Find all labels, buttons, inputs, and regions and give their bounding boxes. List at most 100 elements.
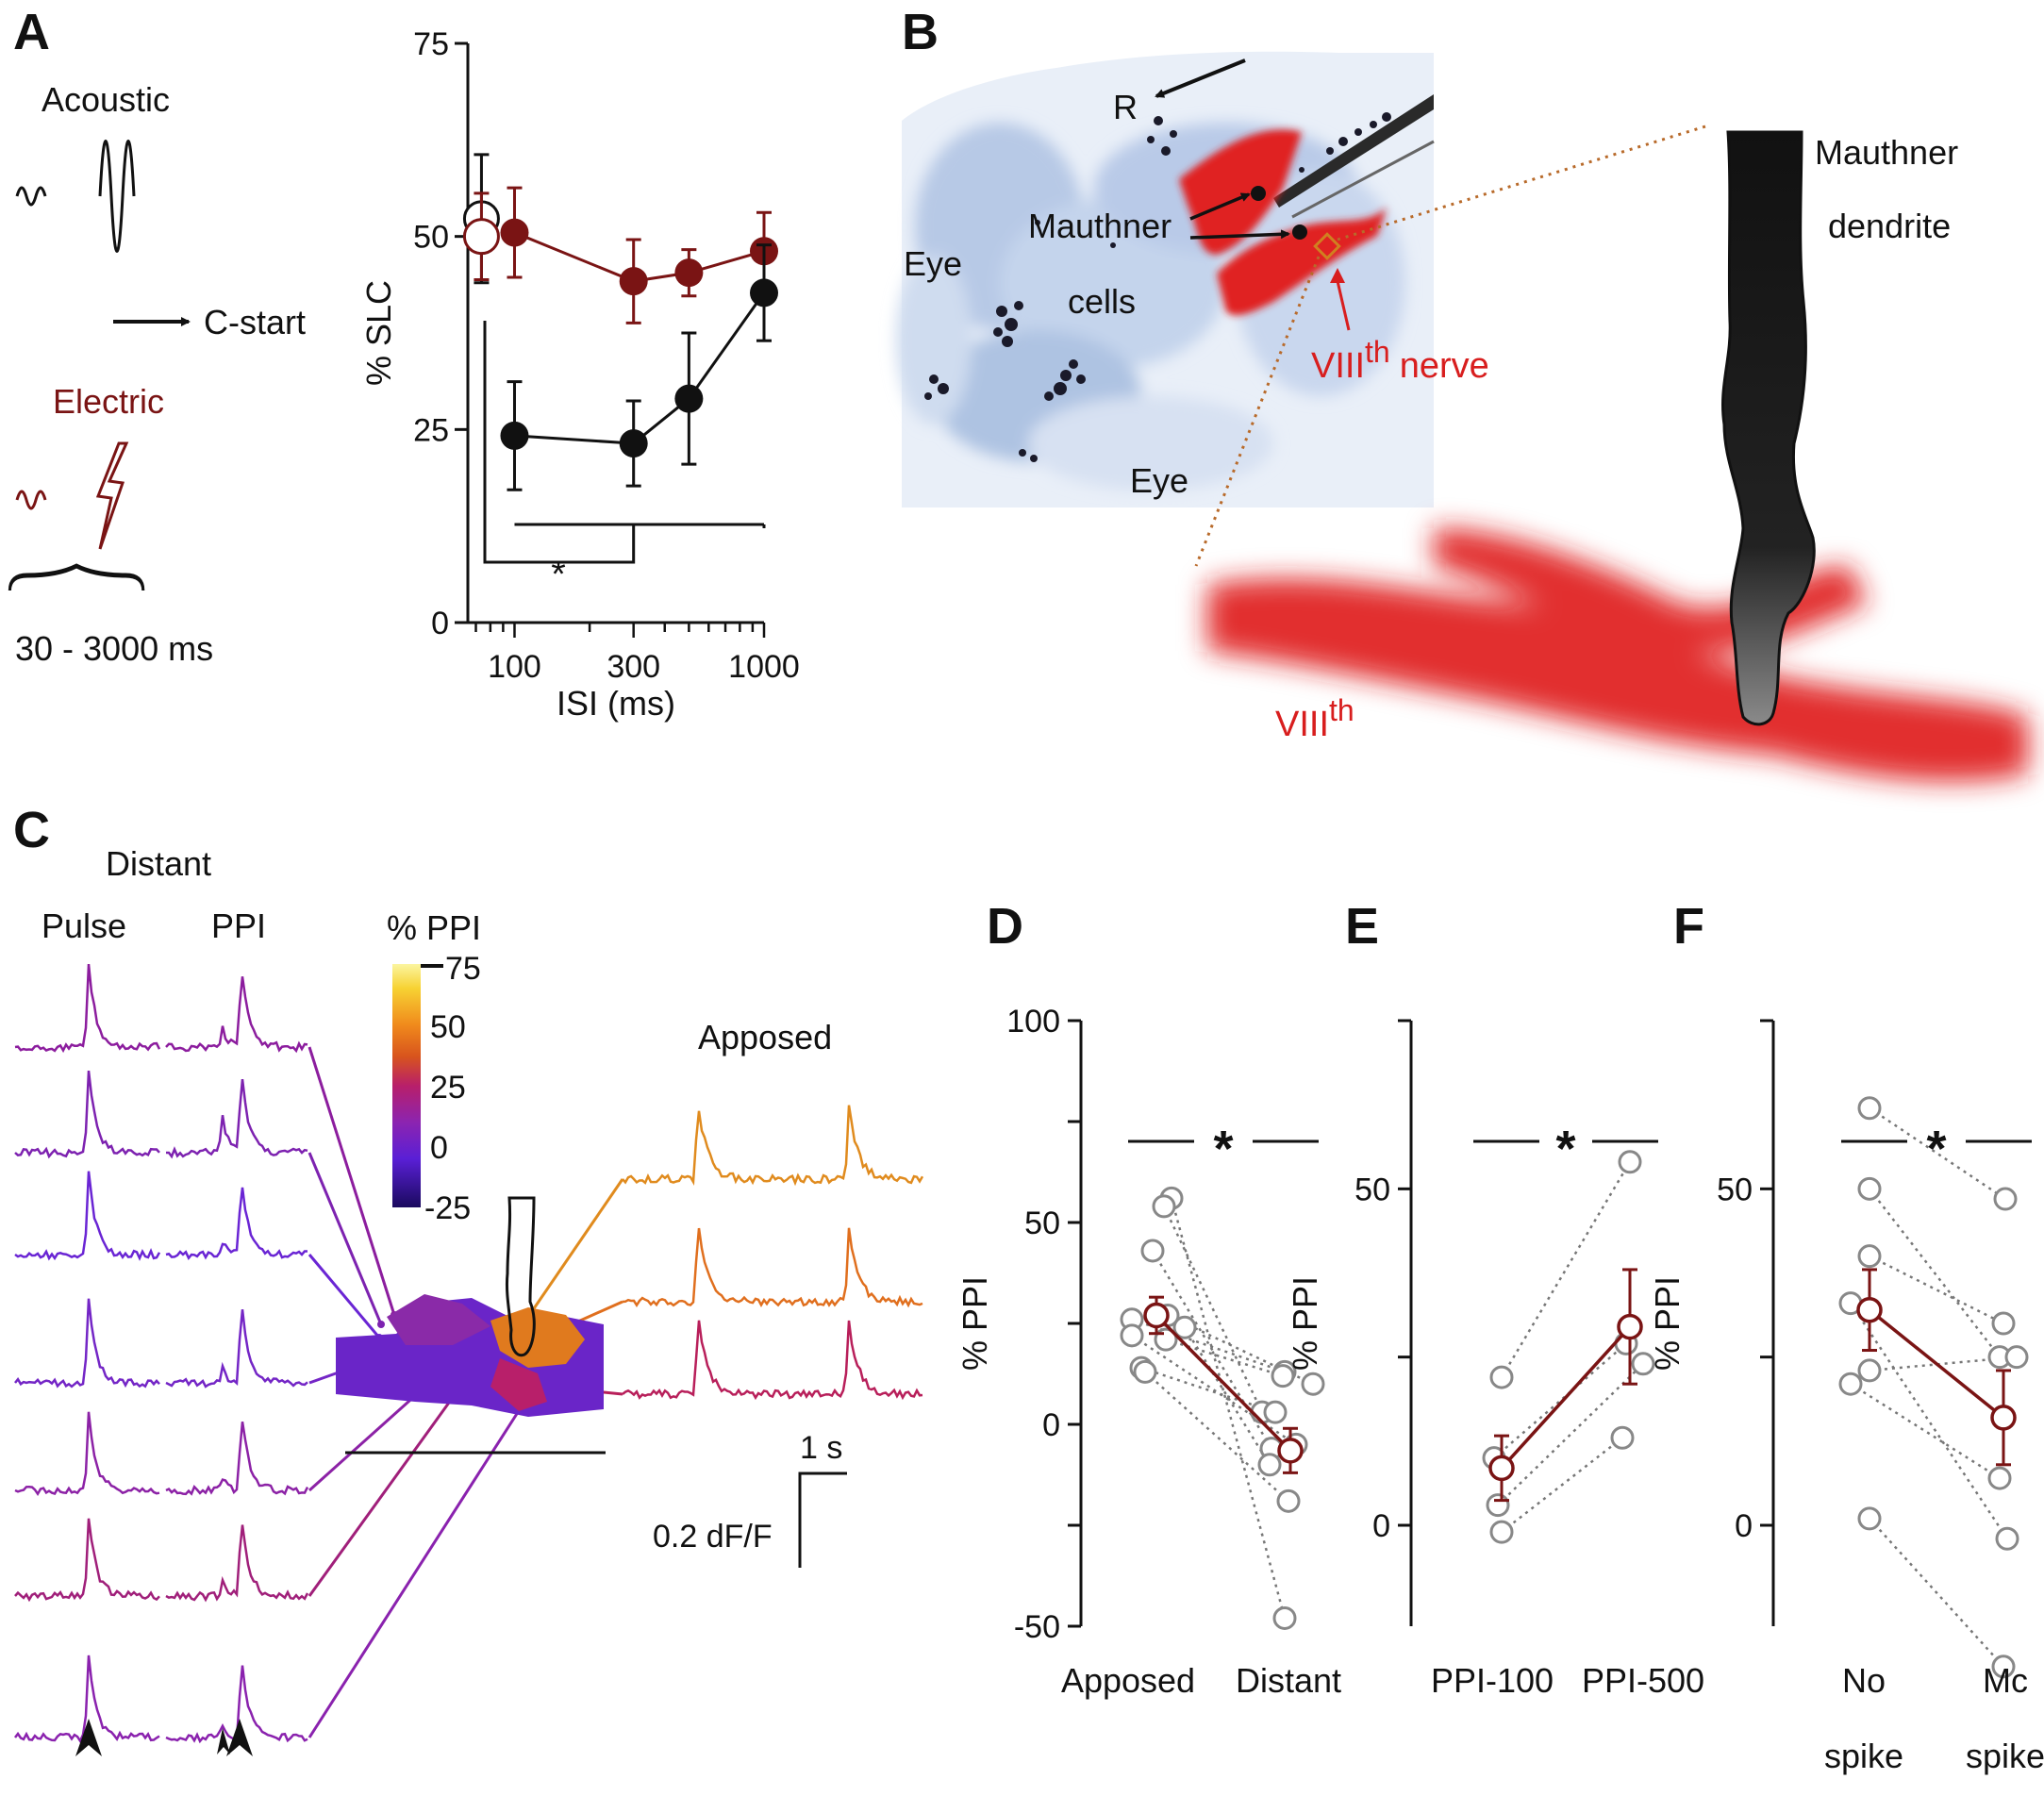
individual-point [1991,1311,2016,1336]
distant-pulse-trace [14,1298,160,1389]
mauthner-label: Mauthner [1028,207,1172,245]
distant-ppi-trace [165,1309,308,1389]
panel-label: D [987,898,1023,955]
trace-scale-bar: 1 s 0.2 dF/F [653,1430,847,1568]
paired-line [1869,1518,2004,1668]
individual-point [1140,1239,1165,1263]
eye-bottom-label: Eye [1130,461,1188,500]
inset-dendrite-label: dendrite [1828,207,1951,245]
cstart-label: C-start [204,303,306,341]
colorbar: % PPI 75 50 25 0 -25 [387,908,481,1226]
individual-point [1257,1453,1282,1477]
paired-line [1144,1371,1289,1503]
apposed-roi-connector [526,1178,624,1318]
inset-mauthner-label: Mauthner [1815,133,1958,172]
data-point-a [500,218,529,247]
distant-pulse-trace [14,963,161,1054]
apposed-label: Apposed [698,1018,832,1056]
distant-roi-connector [307,1254,381,1339]
inset-viii-stain [1207,528,2028,782]
y-tick-label: 0 [1372,1508,1390,1544]
data-point-a [750,278,778,308]
distant-pulse-trace [14,1171,161,1261]
colorbar-tick-75: 75 [445,951,481,987]
y-tick-label-a: 0 [431,606,449,641]
panel-b: B [896,4,2028,782]
dendrite-inset: Mauthner dendrite VIIIth [1207,130,2028,782]
y-axis-label: % PPI [956,1276,994,1371]
series-line-a [513,231,765,283]
viii-arrow [1336,280,1351,331]
y-tick-label: 0 [1735,1508,1753,1544]
rostral-arrow [1155,58,1246,98]
y-tick-label-a: 50 [413,220,449,256]
data-point-a [619,267,648,296]
individual-point [1987,1466,2012,1490]
time-scale-label: 1 s [800,1430,842,1466]
ppi-pulse-arrowhead [226,1719,253,1756]
paired-line [1869,1106,2006,1201]
series-line-a [514,291,766,445]
sig-star: * [1555,1121,1575,1177]
x-axis-label-a: ISI (ms) [557,684,675,723]
panel-e: E 0 50 % PPI * PPI-100 PPI-500 [1286,898,1704,1700]
data-point-a [674,258,704,288]
electrode-shadow [1291,140,1435,219]
individual-point [1263,1400,1288,1424]
brain-micrograph: R Eye Eye Mauthner cells VIIIth nerve [896,51,1489,507]
paired-line [1165,1338,1284,1377]
scale-bar-lines [798,1472,847,1568]
colorbar-tick-50: 50 [430,1009,466,1045]
individual-point [1271,1364,1295,1389]
viii-nerve-label: VIIIth nerve [1311,335,1489,386]
individual-point [1991,1655,2016,1679]
y-tick-label: 0 [1042,1407,1060,1443]
panel-f: F 0 50 % PPI * No spike Mc spike [1648,898,2044,1775]
mauthner-dendrite-shape [1720,130,1816,726]
category-label: Apposed [1061,1661,1195,1700]
distant-ppi-trace [165,1187,307,1261]
individual-point [1857,1244,1882,1269]
mauthner-soma-2 [1292,224,1307,240]
paired-line [1183,1326,1271,1466]
category-label: PPI-500 [1582,1661,1704,1700]
paired-line [1151,1250,1273,1450]
rostral-label: R [1113,88,1138,126]
x-tick-label-a: 1000 [728,649,800,685]
distant-roi-connector [307,1395,530,1738]
prepulse-arrowhead [217,1728,230,1754]
individual-point [1120,1323,1144,1348]
paired-line [1501,1437,1623,1534]
eye-left-label: Eye [904,244,962,283]
mauthner-soma-1 [1251,186,1266,201]
pulse-arrowhead [75,1719,102,1756]
category-label: spike [1966,1737,2044,1775]
category-label: spike [1824,1737,1903,1775]
category-label: Distant [1236,1661,1341,1700]
colorbar-tick-0: 0 [430,1130,448,1166]
viii-arrow-head [1330,268,1345,283]
paired-line [1500,1161,1632,1378]
data-point-a [500,421,529,450]
distant-pulse-trace [14,1518,160,1603]
individual-point [1276,1488,1301,1513]
inset-viii-label: VIIIth [1275,693,1354,744]
acoustic-pulse-icon [98,140,136,253]
individual-point [1489,1520,1514,1544]
cells-label: cells [1068,282,1136,321]
individual-point [1172,1315,1197,1339]
sig-star-a: * [551,554,566,595]
baseline-point-a [462,218,500,256]
colorbar-title: % PPI [387,908,481,947]
distant-ppi-trace [166,1078,308,1159]
mean-point [1277,1438,1304,1464]
panel-label: F [1673,898,1704,955]
distant-label: Distant [106,844,211,883]
electric-shock-icon [95,441,129,550]
distant-pulse-trace [14,1655,160,1744]
y-tick-label: 50 [1354,1172,1390,1207]
distant-ppi-trace [165,1422,309,1496]
individual-point [1857,1506,1882,1531]
distant-ppi-trace [165,976,308,1054]
distant-pulse-trace [14,1070,160,1159]
